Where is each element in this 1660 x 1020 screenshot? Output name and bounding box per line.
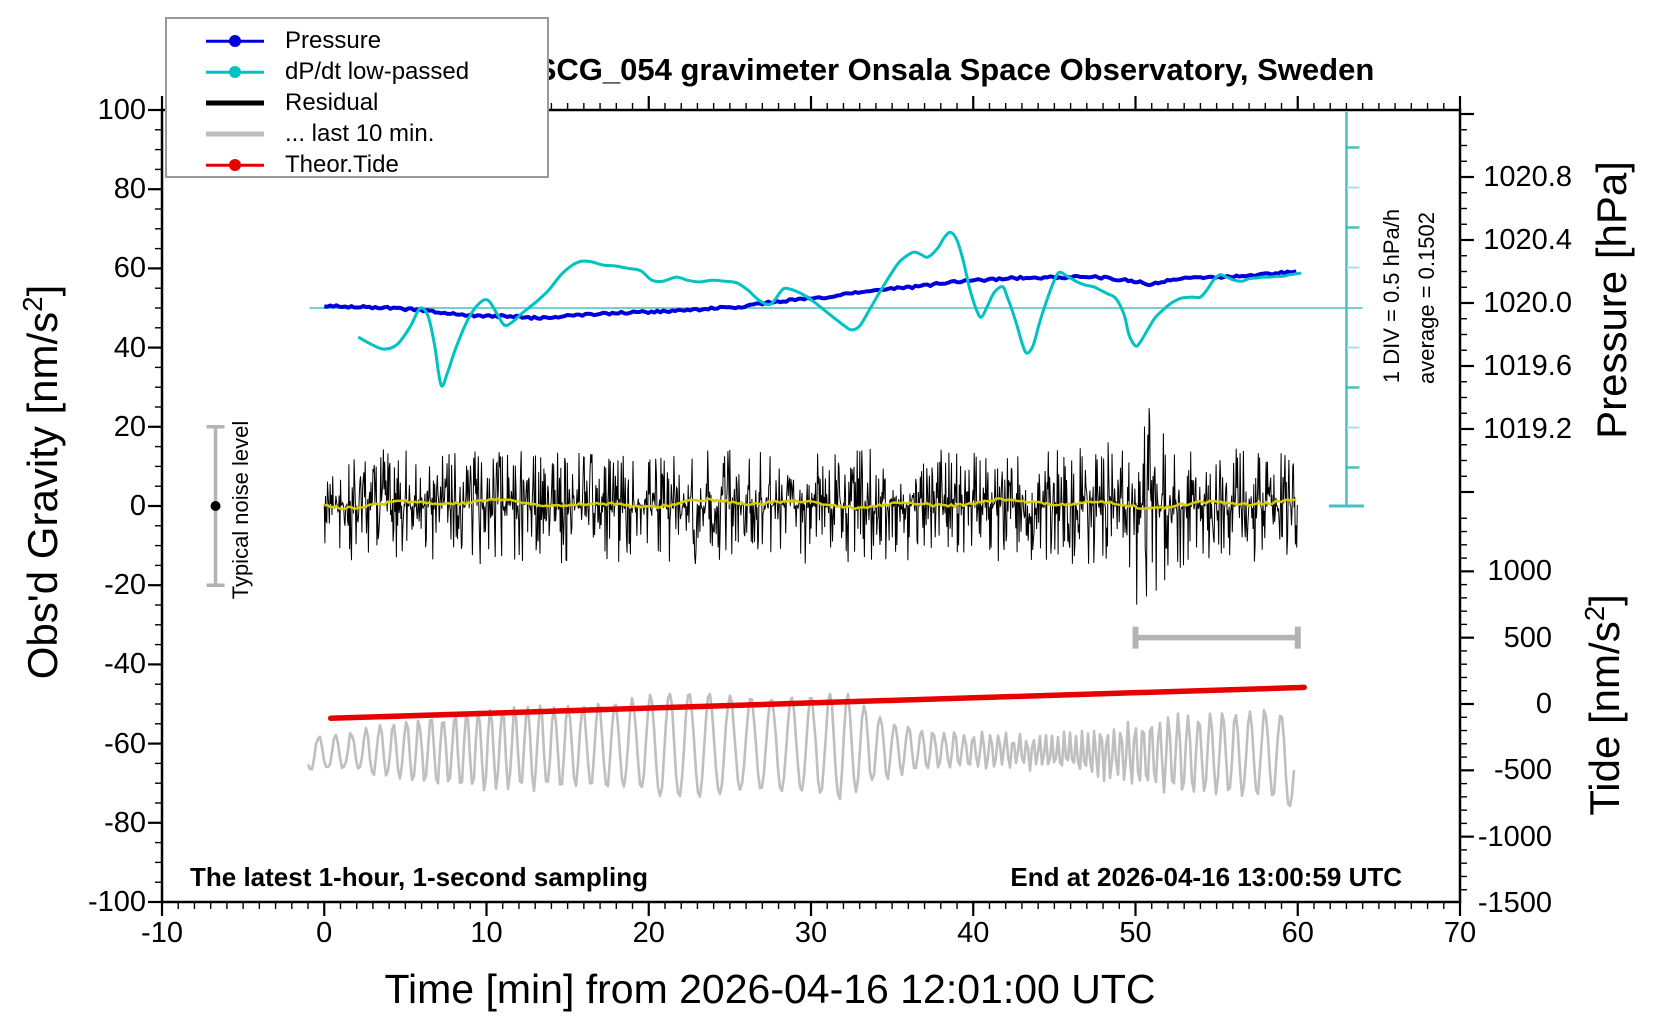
theor-tide-line <box>327 684 1307 722</box>
pressure-tick-label: 1020.0 <box>1483 287 1572 319</box>
pressure-series-line <box>324 269 1297 321</box>
tide-tick-label: -1000 <box>1477 820 1552 853</box>
tide-tick-label: 0 <box>1535 688 1552 720</box>
tide-tick-label: -500 <box>1493 754 1552 787</box>
chart-title: SCG_054 gravimeter Onsala Space Observat… <box>535 52 1375 87</box>
pressure-tick-label: 1019.6 <box>1483 350 1572 382</box>
pressure-tick-label: 1020.4 <box>1483 224 1572 256</box>
x-tick-label: 0 <box>316 917 333 949</box>
gravity-tick-label: 40 <box>113 331 146 364</box>
legend-item-label: ... last 10 min. <box>285 120 435 147</box>
gravity-tick-label: 100 <box>97 94 146 126</box>
gravity-tick-label: -60 <box>104 727 146 760</box>
noise-error-bar <box>206 425 225 587</box>
residual-lowpass-line <box>324 497 1297 511</box>
x-axis-title: Time [min] from 2026-04-16 12:01:00 UTC <box>384 966 1156 1012</box>
last10min-series-line <box>306 692 1296 808</box>
legend-dot-marker <box>229 35 241 47</box>
tide-axis-title: Tide [nm/s2] <box>1579 594 1628 816</box>
legend-item-label: Theor.Tide <box>285 151 399 178</box>
gravity-tick-label: -80 <box>104 806 146 839</box>
pressure-tick-label: 1019.2 <box>1483 413 1572 445</box>
average-label: average = 0.1502 <box>1414 212 1439 384</box>
tide-tick-label: 1000 <box>1487 555 1552 588</box>
gravity-tick-label: -40 <box>104 648 146 681</box>
gravity-tick-label: 20 <box>113 410 146 443</box>
gravity-axis-title: Obs'd Gravity [nm/s2] <box>17 284 66 680</box>
x-tick-label: 20 <box>632 917 665 949</box>
legend-dot-marker <box>229 159 241 171</box>
gravity-tick-label: 60 <box>113 252 146 285</box>
div-scale-label: 1 DIV = 0.5 hPa/h <box>1379 208 1404 384</box>
gravity-tick-label: 0 <box>129 490 146 522</box>
x-tick-label: 60 <box>1281 917 1314 949</box>
legend-item-label: dP/dt low-passed <box>285 58 470 85</box>
legend-dot-marker <box>229 66 241 78</box>
gravity-tick-label: 80 <box>113 173 146 206</box>
tide-tick-label: -1500 <box>1477 886 1552 919</box>
legend-item-label: Residual <box>285 89 379 116</box>
sampling-note: The latest 1-hour, 1-second sampling <box>190 862 648 892</box>
x-tick-label: 40 <box>957 917 990 949</box>
pressure-tick-label: 1020.8 <box>1483 161 1572 193</box>
legend-line-sample <box>206 100 264 106</box>
tide-tick-label: 500 <box>1503 621 1552 654</box>
x-tick-label: 30 <box>794 917 828 949</box>
x-tick-label: 10 <box>470 917 503 949</box>
dpdt-series-line <box>357 230 1302 388</box>
legend-line-sample <box>206 131 264 137</box>
x-tick-label: 70 <box>1443 917 1477 949</box>
scale-bar-10min <box>1132 626 1301 649</box>
gravity-tick-label: -20 <box>104 569 146 602</box>
noise-bar-label: Typical noise level <box>228 420 253 600</box>
x-tick-label: -10 <box>141 917 183 949</box>
end-time-note: End at 2026-04-16 13:00:59 UTC <box>1010 862 1402 892</box>
legend: Pressure dP/dt low-passed Residual ... last… <box>165 17 549 178</box>
dpdt-ruler <box>1328 111 1364 508</box>
pressure-axis-title: Pressure [hPa] <box>1588 161 1635 439</box>
plot-frame <box>160 108 1462 904</box>
gravity-tick-label: -100 <box>87 886 146 918</box>
legend-item-label: Pressure <box>285 27 382 54</box>
residual-series-line <box>323 408 1298 605</box>
x-tick-label: 50 <box>1119 917 1152 949</box>
